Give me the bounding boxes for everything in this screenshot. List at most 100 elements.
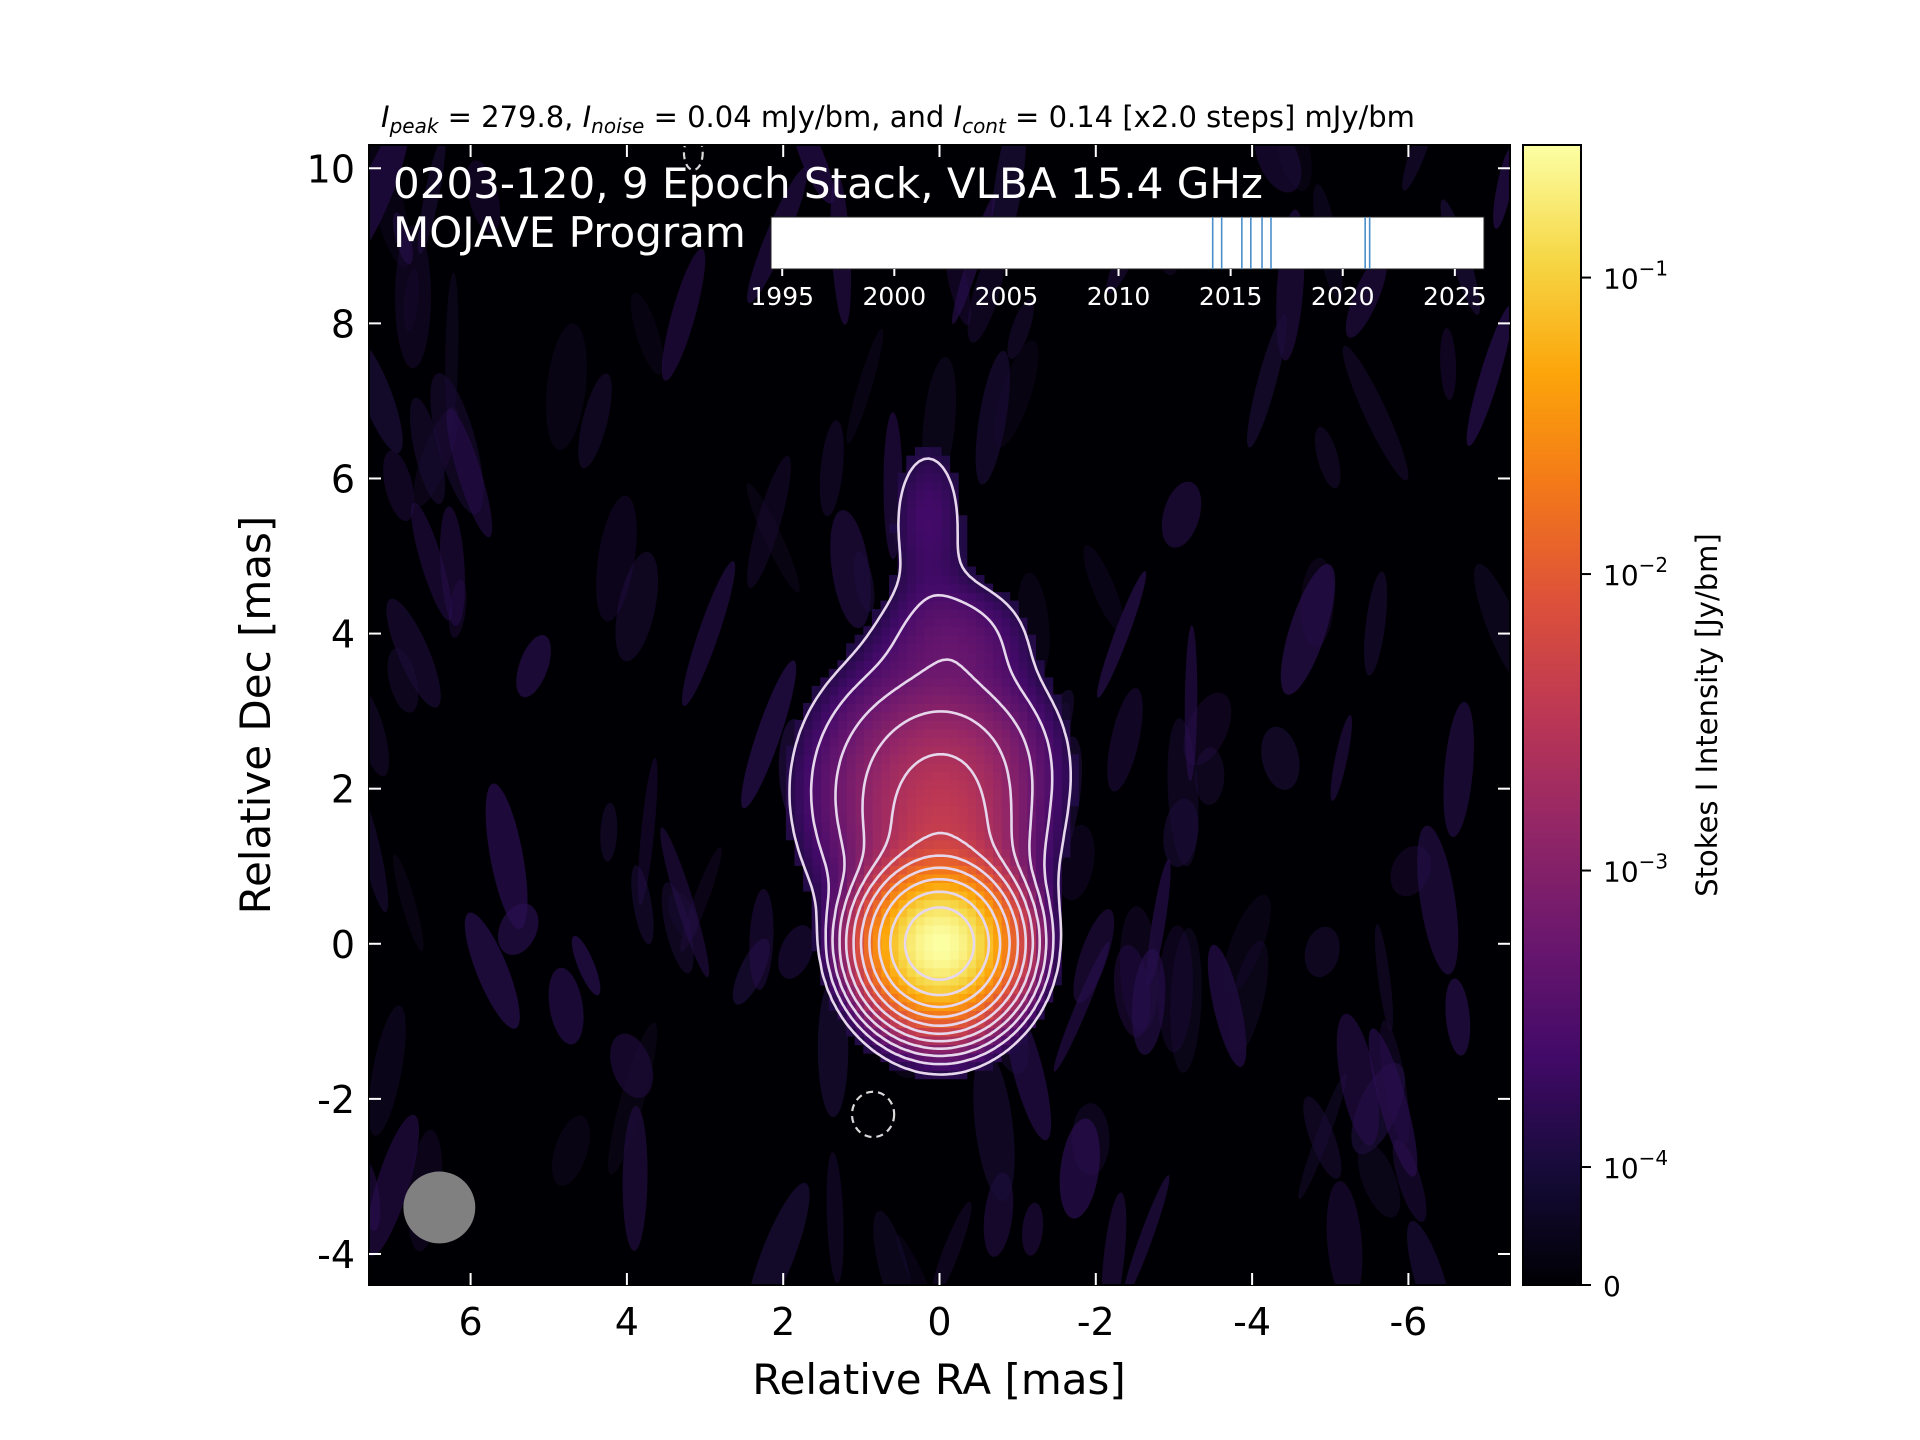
intensity-pixel bbox=[906, 1035, 916, 1046]
intensity-pixel bbox=[966, 643, 976, 653]
intensity-pixel bbox=[1035, 745, 1045, 755]
intensity-pixel bbox=[992, 796, 1002, 807]
intensity-pixel bbox=[837, 993, 847, 1003]
intensity-pixel bbox=[1018, 720, 1028, 730]
noise-blob bbox=[1107, 688, 1143, 792]
noise-blob bbox=[873, 1210, 914, 1285]
intensity-pixel bbox=[949, 839, 959, 849]
x-tick-label: -6 bbox=[1389, 1300, 1427, 1344]
intensity-pixel bbox=[871, 924, 882, 935]
intensity-pixel bbox=[854, 839, 865, 849]
intensity-pixel bbox=[811, 720, 822, 730]
intensity-pixel bbox=[854, 711, 865, 721]
intensity-pixel bbox=[906, 924, 916, 935]
intensity-pixel bbox=[940, 540, 951, 551]
intensity-pixel bbox=[983, 984, 994, 994]
intensity-pixel bbox=[923, 754, 933, 764]
intensity-pixel bbox=[1000, 694, 1011, 704]
noise-blob bbox=[392, 212, 413, 265]
intensity-pixel bbox=[957, 523, 968, 534]
intensity-pixel bbox=[992, 830, 1002, 841]
intensity-pixel bbox=[863, 967, 873, 977]
intensity-pixel bbox=[1061, 788, 1071, 798]
noise-blob bbox=[1440, 327, 1457, 400]
intensity-pixel bbox=[1026, 668, 1036, 679]
intensity-pixel bbox=[811, 685, 822, 696]
noise-blob bbox=[448, 579, 467, 638]
intensity-pixel bbox=[975, 856, 985, 866]
contour-level-5 bbox=[852, 831, 1027, 1036]
intensity-pixel bbox=[906, 660, 916, 670]
intensity-pixel bbox=[932, 771, 942, 781]
noise-blob bbox=[630, 292, 665, 375]
intensity-pixel bbox=[975, 685, 985, 696]
intensity-pixel bbox=[794, 805, 804, 815]
intensity-pixel bbox=[1000, 848, 1011, 858]
intensity-pixel bbox=[1043, 694, 1054, 704]
intensity-pixel bbox=[846, 762, 856, 773]
intensity-pixel bbox=[966, 668, 976, 679]
intensity-pixel bbox=[923, 558, 933, 568]
intensity-pixel bbox=[957, 916, 968, 926]
noise-blob bbox=[1254, 145, 1302, 193]
intensity-pixel bbox=[1035, 907, 1045, 918]
intensity-pixel bbox=[940, 643, 951, 653]
intensity-pixel bbox=[932, 890, 942, 901]
intensity-pixel bbox=[992, 771, 1002, 781]
intensity-pixel bbox=[889, 822, 899, 832]
intensity-pixel bbox=[854, 822, 865, 832]
intensity-pixel bbox=[1043, 677, 1054, 687]
intensity-pixel bbox=[932, 754, 942, 764]
intensity-pixel bbox=[871, 958, 882, 969]
intensity-pixel bbox=[871, 813, 882, 824]
intensity-pixel bbox=[932, 805, 942, 815]
intensity-pixel bbox=[889, 899, 899, 909]
intensity-pixel bbox=[906, 583, 916, 593]
intensity-pixel bbox=[889, 967, 899, 977]
intensity-pixel bbox=[863, 899, 873, 909]
intensity-pixel bbox=[940, 976, 951, 986]
noise-blob bbox=[930, 1201, 972, 1285]
intensity-pixel bbox=[880, 703, 890, 713]
intensity-pixel bbox=[906, 890, 916, 901]
intensity-pixel bbox=[820, 950, 830, 960]
intensity-pixel bbox=[837, 924, 847, 935]
intensity-pixel bbox=[1026, 848, 1036, 858]
intensity-pixel bbox=[906, 532, 916, 542]
intensity-pixel bbox=[897, 950, 908, 960]
intensity-pixel bbox=[1035, 805, 1045, 815]
intensity-pixel bbox=[914, 1001, 925, 1011]
intensity-pixel bbox=[966, 839, 976, 849]
intensity-pixel bbox=[828, 694, 839, 704]
intensity-pixel bbox=[871, 711, 882, 721]
intensity-pixel bbox=[932, 941, 942, 952]
noise-blob bbox=[819, 420, 844, 517]
intensity-pixel bbox=[897, 745, 908, 755]
intensity-pixel bbox=[983, 711, 994, 721]
intensity-pixel bbox=[820, 813, 830, 824]
intensity-pixel bbox=[923, 566, 933, 576]
intensity-pixel bbox=[863, 634, 873, 645]
intensity-pixel bbox=[811, 762, 822, 773]
intensity-pixel bbox=[923, 634, 933, 645]
intensity-pixel bbox=[957, 993, 968, 1003]
intensity-pixel bbox=[975, 848, 985, 858]
noise-blob bbox=[1364, 571, 1388, 676]
intensity-pixel bbox=[932, 703, 942, 713]
y-tick-label: 8 bbox=[331, 302, 355, 346]
intensity-pixel bbox=[949, 993, 959, 1003]
intensity-pixel bbox=[1035, 984, 1045, 994]
intensity-pixel bbox=[932, 592, 942, 602]
intensity-pixel bbox=[803, 788, 813, 798]
intensity-pixel bbox=[957, 583, 968, 593]
intensity-pixel bbox=[940, 737, 951, 747]
intensity-pixel bbox=[863, 779, 873, 790]
intensity-pixel bbox=[837, 694, 847, 704]
intensity-pixel bbox=[811, 796, 822, 807]
intensity-pixel bbox=[966, 1001, 976, 1011]
intensity-pixel bbox=[975, 651, 985, 662]
intensity-pixel bbox=[940, 677, 951, 687]
intensity-pixel bbox=[966, 694, 976, 704]
noise-layer bbox=[369, 145, 1510, 1285]
intensity-pixel bbox=[837, 720, 847, 730]
